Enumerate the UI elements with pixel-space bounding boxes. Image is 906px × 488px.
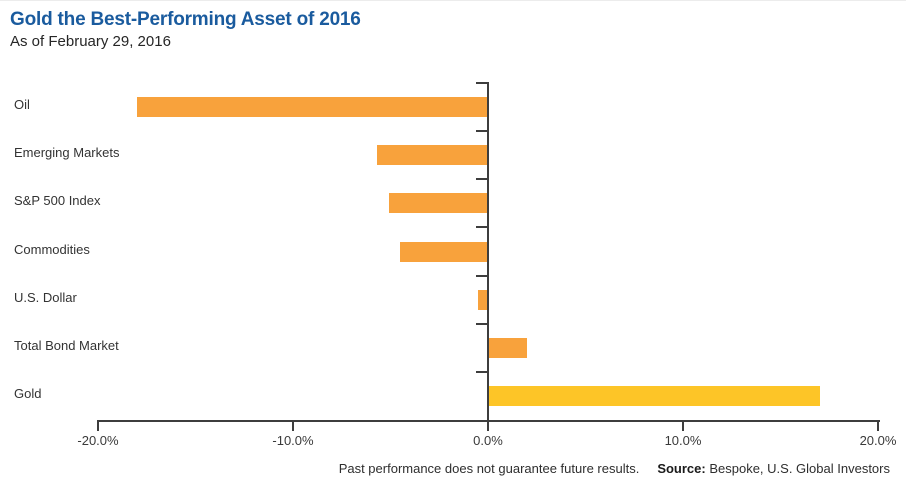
category-label-u-s-dollar: U.S. Dollar xyxy=(14,289,77,305)
x-tick-label-20-0: 20.0% xyxy=(859,433,897,448)
source-label: Source: xyxy=(657,461,706,476)
chart-footer: Past performance does not guarantee futu… xyxy=(339,461,890,476)
x-axis-tick xyxy=(292,420,294,431)
x-axis-tick xyxy=(877,420,879,431)
chart-subtitle: As of February 29, 2016 xyxy=(10,33,171,50)
bar-emerging-markets xyxy=(376,145,488,166)
disclaimer-text: Past performance does not guarantee futu… xyxy=(338,461,640,476)
bar-gold xyxy=(488,385,820,406)
bar-commodities xyxy=(400,241,488,262)
bar-u-s-dollar xyxy=(478,289,488,310)
x-axis-tick xyxy=(487,420,489,431)
bar-total-bond-market xyxy=(488,337,527,358)
category-label-total-bond-market: Total Bond Market xyxy=(14,337,119,353)
x-axis-tick xyxy=(682,420,684,431)
bar-s-p-500-index xyxy=(388,193,488,214)
category-label-gold: Gold xyxy=(14,385,42,401)
x-tick-label-20-0: -20.0% xyxy=(77,433,119,448)
category-label-s-p-500-index: S&P 500 Index xyxy=(14,193,101,209)
category-axis-tick xyxy=(476,226,488,229)
x-tick-label-10-0: 10.0% xyxy=(664,433,702,448)
chart-title: Gold the Best-Performing Asset of 2016 xyxy=(10,9,361,30)
category-label-emerging-markets: Emerging Markets xyxy=(14,145,120,161)
category-axis-tick xyxy=(476,130,488,133)
category-label-commodities: Commodities xyxy=(14,241,90,257)
bar-oil xyxy=(137,97,488,118)
category-axis-tick xyxy=(476,178,488,181)
category-label-oil: Oil xyxy=(14,97,30,113)
x-axis-tick xyxy=(97,420,99,431)
category-axis-tick xyxy=(476,82,488,84)
x-axis-line xyxy=(98,420,880,422)
source-text: Bespoke, U.S. Global Investors xyxy=(709,461,890,476)
x-tick-label-10-0: -10.0% xyxy=(272,433,314,448)
x-tick-label-0-0: 0.0% xyxy=(473,433,503,448)
category-axis-tick xyxy=(476,274,488,277)
category-axis-tick xyxy=(476,370,488,373)
zero-axis-line xyxy=(487,82,489,421)
category-axis-tick xyxy=(476,322,488,325)
